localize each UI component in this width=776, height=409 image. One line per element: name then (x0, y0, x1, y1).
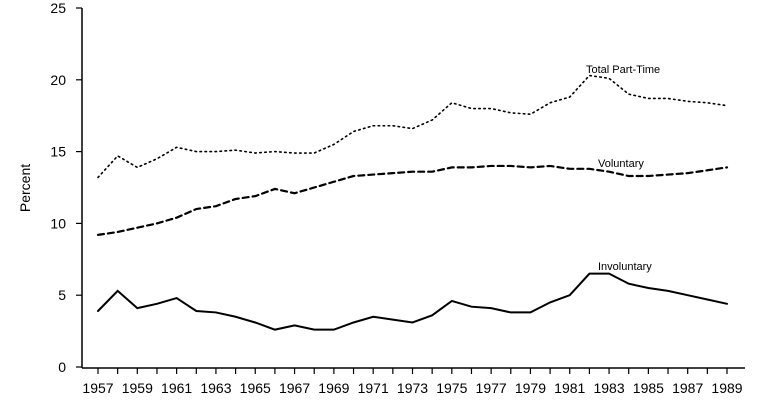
y-tick-label: 10 (50, 215, 66, 231)
x-tick-label: 1985 (633, 380, 664, 396)
y-tick-label: 0 (58, 359, 66, 375)
x-tick-label: 1971 (358, 380, 389, 396)
x-tick-label: 1963 (200, 380, 231, 396)
x-tick-label: 1989 (711, 380, 742, 396)
x-tick-label: 1973 (397, 380, 428, 396)
x-tick-label: 1979 (515, 380, 546, 396)
x-tick-label: 1987 (672, 380, 703, 396)
x-tick-label: 1983 (593, 380, 624, 396)
series-line-involuntary (97, 272, 728, 331)
x-tick-label: 1965 (240, 380, 271, 396)
x-tick-label: 1961 (161, 380, 192, 396)
y-tick-label: 20 (50, 72, 66, 88)
series-label: Involuntary (598, 261, 652, 273)
x-tick-label: 1957 (82, 380, 113, 396)
y-tick-label: 15 (50, 144, 66, 160)
x-tick-label: 1959 (122, 380, 153, 396)
series-label: Total Part-Time (586, 64, 660, 76)
y-tick-label: 5 (58, 287, 66, 303)
x-tick-label: 1975 (436, 380, 467, 396)
y-axis-label: Percent (17, 164, 33, 212)
y-tick-label: 25 (50, 0, 66, 16)
series-line-voluntary (96, 164, 729, 236)
x-tick-label: 1977 (476, 380, 507, 396)
x-tick-label: 1981 (554, 380, 585, 396)
series-label: Voluntary (598, 158, 644, 170)
x-tick-label: 1967 (279, 380, 310, 396)
x-tick-label: 1969 (318, 380, 349, 396)
series-line-total-part-time (97, 74, 728, 179)
